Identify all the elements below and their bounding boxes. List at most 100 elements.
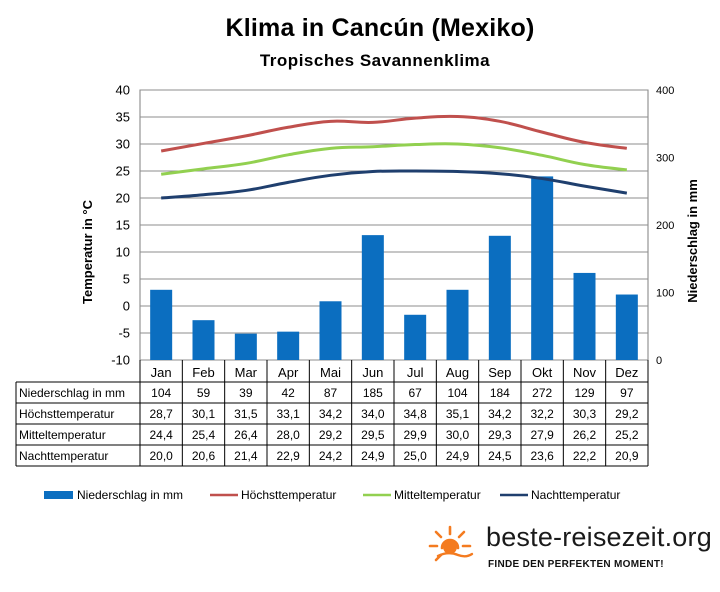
night-temp-line <box>161 169 628 200</box>
table-cell: 29,2 <box>319 428 343 442</box>
y2-tick-label: 300 <box>656 153 674 165</box>
y2-tick-label: 100 <box>656 288 674 300</box>
table-row-label: Mitteltemperatur <box>19 428 106 442</box>
y-tick-label: -5 <box>118 326 130 341</box>
y2-axis-title: Niederschlag in mm <box>685 179 700 303</box>
chart-title: Klima in Cancún (Mexiko) <box>225 14 535 42</box>
x-tick-label: Mar <box>235 365 258 380</box>
table-cell: 34,2 <box>488 407 512 421</box>
table-cell: 35,1 <box>446 407 470 421</box>
precipitation-bar <box>573 272 596 360</box>
precipitation-bar <box>361 235 384 360</box>
table-cell: 39 <box>239 386 253 400</box>
table-cell: 21,4 <box>234 449 258 463</box>
table-cell: 22,9 <box>276 449 300 463</box>
mean-temp-line <box>160 142 628 176</box>
table-cell: 25,2 <box>615 428 639 442</box>
x-tick-label: Jan <box>151 365 172 380</box>
y-tick-label: 15 <box>116 218 130 233</box>
y-tick-label: 0 <box>123 299 130 314</box>
table-cell: 31,5 <box>234 407 258 421</box>
y-tick-label: 40 <box>116 83 130 98</box>
table-cell: 104 <box>151 386 171 400</box>
table-cell: 30,0 <box>446 428 470 442</box>
table-cell: 59 <box>197 386 211 400</box>
table-cell: 272 <box>532 386 552 400</box>
y-tick-label: -10 <box>111 353 130 368</box>
table-cell: 184 <box>490 386 510 400</box>
table-cell: 24,9 <box>446 449 470 463</box>
table-cell: 20,6 <box>192 449 216 463</box>
table-cell: 30,3 <box>573 407 597 421</box>
table-cell: 25,0 <box>403 449 427 463</box>
table-cell: 25,4 <box>192 428 216 442</box>
table-cell: 28,7 <box>149 407 173 421</box>
table-cell: 20,0 <box>149 449 173 463</box>
table-cell: 29,3 <box>488 428 512 442</box>
table-cell: 26,4 <box>234 428 258 442</box>
table-cell: 29,5 <box>361 428 385 442</box>
table-cell: 23,6 <box>530 449 554 463</box>
y-tick-label: 10 <box>116 245 130 260</box>
precipitation-bar <box>277 331 300 360</box>
precipitation-bar <box>531 176 554 360</box>
table-cell: 30,1 <box>192 407 216 421</box>
table-row-label: Höchsttemperatur <box>19 407 114 421</box>
table-row-label: Niederschlag in mm <box>19 386 125 400</box>
table-cell: 20,9 <box>615 449 639 463</box>
y-tick-label: 30 <box>116 137 130 152</box>
legend-swatch-precipitation <box>44 491 73 499</box>
precipitation-bar <box>234 333 257 360</box>
x-tick-label: Dez <box>615 365 638 380</box>
legend-label: Mitteltemperatur <box>394 488 481 502</box>
x-tick-label: Sep <box>488 365 511 380</box>
x-tick-label: Aug <box>446 365 469 380</box>
x-tick-label: Feb <box>192 365 214 380</box>
table-cell: 42 <box>281 386 295 400</box>
table-cell: 24,2 <box>319 449 343 463</box>
precipitation-bar <box>150 289 173 360</box>
table-cell: 33,1 <box>276 407 300 421</box>
y2-tick-label: 200 <box>656 220 674 232</box>
table-cell: 24,9 <box>361 449 385 463</box>
x-tick-label: Nov <box>573 365 597 380</box>
legend-label: Höchsttemperatur <box>241 488 336 502</box>
table-cell: 34,0 <box>361 407 385 421</box>
x-tick-label: Jul <box>407 365 424 380</box>
precipitation-bar <box>319 301 342 360</box>
precipitation-bar <box>192 320 215 360</box>
table-cell: 29,2 <box>615 407 639 421</box>
precipitation-bar <box>615 294 638 360</box>
y2-tick-label: 0 <box>656 355 662 367</box>
table-cell: 34,8 <box>403 407 427 421</box>
legend-label: Nachttemperatur <box>531 488 620 502</box>
table-cell: 27,9 <box>530 428 554 442</box>
table-cell: 26,2 <box>573 428 597 442</box>
x-tick-label: Apr <box>278 365 299 380</box>
table-cell: 32,2 <box>530 407 554 421</box>
table-cell: 185 <box>363 386 383 400</box>
table-cell: 67 <box>408 386 422 400</box>
table-cell: 87 <box>324 386 338 400</box>
sun-logo-icon <box>428 525 474 562</box>
y-tick-label: 35 <box>116 110 130 125</box>
table-cell: 29,9 <box>403 428 427 442</box>
chart-subtitle: Tropisches Savannenklima <box>259 51 491 70</box>
x-tick-label: Mai <box>320 365 341 380</box>
y-axis-title: Temperatur in °C <box>80 199 95 304</box>
table-row-label: Nachttemperatur <box>19 449 108 463</box>
legend-label: Niederschlag in mm <box>77 488 183 502</box>
y-tick-label: 5 <box>123 272 130 287</box>
y2-tick-label: 400 <box>656 85 674 97</box>
table-cell: 24,4 <box>149 428 173 442</box>
max-temp-line <box>160 114 628 153</box>
table-cell: 34,2 <box>319 407 343 421</box>
x-tick-label: Okt <box>532 365 553 380</box>
table-cell: 104 <box>447 386 467 400</box>
table-cell: 28,0 <box>276 428 300 442</box>
table-cell: 22,2 <box>573 449 597 463</box>
table-cell: 97 <box>620 386 634 400</box>
precipitation-bar <box>488 235 511 360</box>
table-cell: 24,5 <box>488 449 512 463</box>
